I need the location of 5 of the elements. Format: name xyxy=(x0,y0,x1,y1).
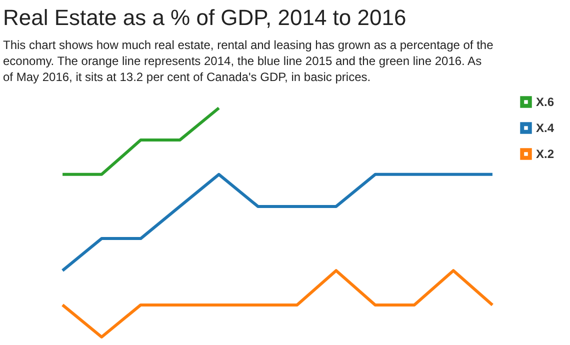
chart-subtitle: This chart shows how much real estate, rental and leasing has grown as a percentage of the economy. The orange line represents 2014, the blue line 2015 and the green line 2016. As of May 2016, it sits at 13.2 per cent of Canada's GDP, in basic prices. xyxy=(3,38,494,84)
legend-label: X.2 xyxy=(536,147,554,161)
legend-label: X.6 xyxy=(536,95,554,109)
chart-title: Real Estate as a % of GDP, 2014 to 2016 xyxy=(3,5,406,30)
legend-label: X.4 xyxy=(536,121,554,135)
